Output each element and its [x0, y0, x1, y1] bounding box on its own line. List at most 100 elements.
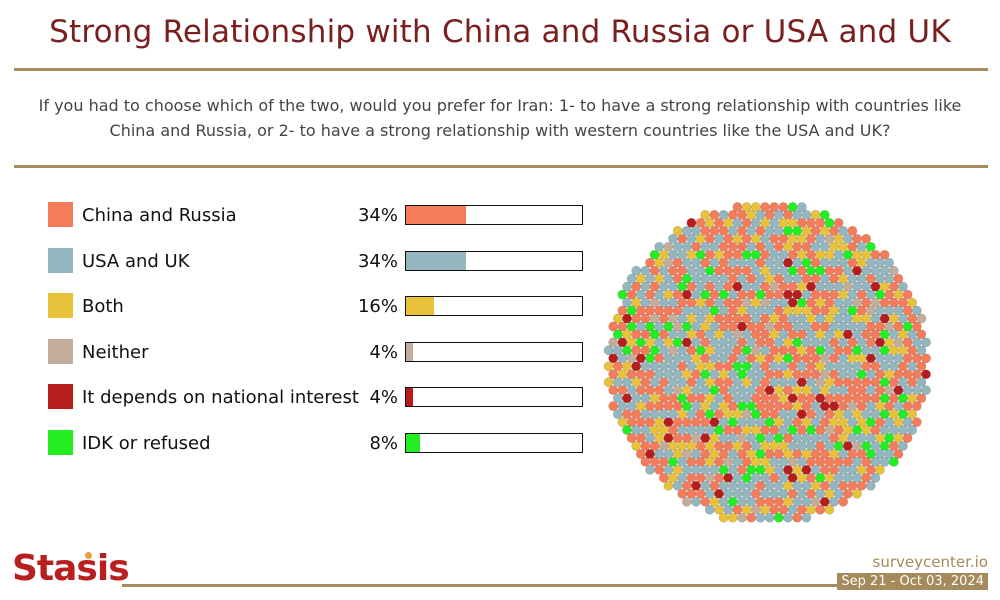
- dot: [617, 401, 628, 411]
- dot: [727, 385, 738, 396]
- bar-track: [405, 296, 583, 316]
- dot: [640, 265, 651, 276]
- dot: [672, 449, 683, 459]
- dot: [810, 337, 821, 348]
- dot: [622, 361, 632, 372]
- dot: [635, 385, 646, 396]
- dot: [732, 249, 743, 260]
- dot: [700, 353, 711, 364]
- dot: [888, 456, 899, 467]
- dot: [801, 289, 812, 300]
- dot: [879, 265, 890, 276]
- dot: [732, 441, 743, 451]
- dot: [824, 409, 835, 419]
- dot: [773, 209, 784, 220]
- dot: [787, 281, 798, 292]
- dot: [796, 217, 807, 228]
- dot: [709, 241, 720, 252]
- dot: [640, 329, 651, 340]
- dot: [778, 488, 789, 499]
- dot: [801, 417, 812, 427]
- dot: [700, 257, 711, 268]
- dot: [769, 456, 780, 467]
- dot: [842, 361, 853, 372]
- dot: [746, 289, 757, 300]
- dot: [727, 480, 738, 491]
- bar-track: [405, 387, 583, 407]
- dot: [760, 441, 770, 451]
- dot: [714, 217, 724, 228]
- dot: [778, 202, 789, 212]
- dot: [833, 281, 844, 292]
- dot: [893, 289, 904, 300]
- dot: [861, 233, 872, 244]
- dot: [856, 385, 867, 396]
- dot: [668, 233, 678, 244]
- dot: [769, 313, 780, 324]
- dot: [778, 249, 789, 260]
- dot: [737, 241, 747, 252]
- question-divider: [14, 165, 988, 168]
- dot: [861, 425, 872, 435]
- dot: [819, 241, 830, 252]
- dot: [865, 337, 876, 348]
- dot: [741, 217, 752, 228]
- dot: [700, 449, 711, 459]
- dot: [732, 345, 743, 356]
- dot: [681, 496, 692, 507]
- dot: [810, 480, 821, 491]
- dot: [649, 313, 660, 324]
- dot: [649, 441, 660, 451]
- dot: [622, 297, 632, 308]
- dot: [626, 385, 637, 396]
- dot: [727, 433, 738, 443]
- dot: [755, 433, 766, 443]
- dot: [617, 353, 628, 364]
- dot: [769, 441, 780, 451]
- dot: [741, 329, 752, 340]
- dot: [677, 233, 688, 244]
- dot: [645, 305, 655, 316]
- dot: [649, 377, 660, 388]
- dot: [778, 265, 789, 276]
- dot: [796, 441, 807, 451]
- dot: [681, 480, 692, 491]
- dot: [681, 464, 692, 475]
- dot: [819, 209, 830, 220]
- dot: [778, 504, 789, 515]
- dot: [907, 313, 918, 324]
- dot: [750, 329, 761, 340]
- dot: [755, 321, 766, 332]
- dot: [608, 337, 619, 348]
- dot: [608, 353, 619, 364]
- dot: [764, 512, 775, 523]
- dot: [829, 241, 839, 252]
- dot: [865, 289, 876, 300]
- dot: [746, 209, 757, 220]
- dot: [760, 504, 770, 515]
- dot: [677, 441, 688, 451]
- dot: [727, 289, 738, 300]
- dot: [824, 472, 835, 483]
- dot: [819, 401, 830, 411]
- source-url[interactable]: surveycenter.io: [872, 553, 988, 571]
- dot: [718, 257, 729, 268]
- dot: [663, 305, 674, 316]
- dot: [668, 456, 678, 467]
- dot: [709, 385, 720, 396]
- dot: [856, 289, 867, 300]
- dot: [727, 337, 738, 348]
- dot: [695, 297, 706, 308]
- dot: [847, 385, 858, 396]
- dot: [723, 329, 734, 340]
- dot: [778, 441, 789, 451]
- legend-swatch: [48, 202, 73, 227]
- dot: [796, 233, 807, 244]
- dot: [709, 209, 720, 220]
- dot: [801, 385, 812, 396]
- dot: [773, 385, 784, 396]
- dot: [741, 265, 752, 276]
- dot: [640, 361, 651, 372]
- dot: [824, 265, 835, 276]
- dot: [755, 417, 766, 427]
